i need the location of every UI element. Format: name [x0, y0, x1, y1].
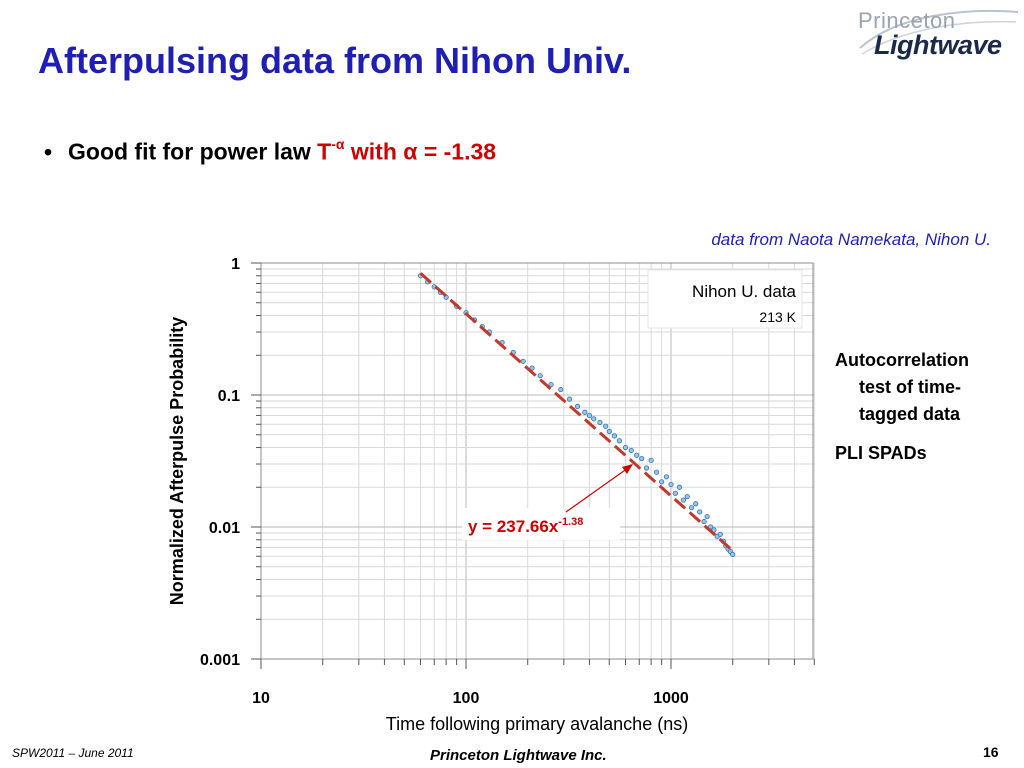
plot-frame — [260, 262, 814, 660]
data-point — [701, 518, 707, 525]
y-tick-label-4: 0.001 — [200, 652, 240, 669]
y-tick-label-1: 1 — [231, 256, 240, 273]
data-point — [643, 465, 650, 471]
legend-line-1: Nihon U. data — [692, 282, 796, 301]
fit-equation-exponent: -1.38 — [558, 516, 583, 528]
data-point — [668, 481, 674, 488]
bullet-icon: • — [44, 138, 53, 165]
y-axis-title: Normalized Afterpulse Probability — [167, 317, 187, 605]
data-point — [684, 493, 690, 500]
logo-swoosh-icon — [859, 9, 1019, 55]
x-axis-title: Time following primary avalanche (ns) — [386, 714, 688, 734]
data-point — [697, 509, 703, 515]
x-tick-label-3: 1000 — [653, 690, 689, 707]
data-point — [634, 452, 640, 458]
footer-company: Princeton Lightwave Inc. — [430, 747, 607, 764]
data-point — [693, 501, 699, 507]
logo-text-top: Princeton — [858, 8, 956, 33]
data-point — [628, 447, 634, 454]
data-point — [582, 409, 588, 415]
data-point — [616, 438, 622, 444]
data-point — [717, 531, 723, 537]
fit-line — [419, 272, 734, 552]
formula-exponent: -α — [331, 136, 345, 152]
data-point — [529, 365, 535, 371]
legend-line-2: 213 K — [759, 309, 796, 325]
data-point — [548, 381, 554, 388]
arrow-head-icon — [622, 464, 633, 474]
data-point — [680, 497, 687, 503]
data-point — [730, 551, 736, 558]
data-point — [603, 423, 609, 429]
data-point — [537, 373, 543, 379]
fit-equation: y = 237.66x-1.38 — [468, 516, 583, 536]
data-point — [586, 412, 593, 419]
data-point — [659, 479, 665, 485]
bullet-text: Good fit for power law — [68, 138, 318, 165]
legend-box: Nihon U. data 213 K — [647, 269, 803, 329]
data-point — [663, 474, 670, 480]
page-number: 16 — [983, 744, 999, 760]
fit-annotation: y = 237.66x-1.38 — [462, 464, 633, 540]
data-point — [676, 484, 683, 490]
data-point — [558, 386, 564, 393]
x-tick-label-1: 10 — [252, 690, 270, 707]
formula-rest: with α = -1.38 — [344, 138, 497, 165]
y-tick-label-2: 0.1 — [218, 388, 240, 405]
data-point — [622, 444, 629, 451]
data-point — [566, 396, 573, 402]
data-point — [648, 457, 654, 463]
bullet-point: • Good fit for power law T-α with α = -1.… — [44, 136, 497, 166]
y-tick-label-3: 0.01 — [209, 520, 240, 537]
data-point — [611, 433, 618, 439]
data-point — [591, 416, 597, 422]
slide-title: Afterpulsing data from Nihon Univ. — [38, 40, 632, 81]
data-point — [597, 419, 603, 426]
data-point — [520, 358, 526, 364]
data-point — [606, 428, 612, 434]
data-point — [704, 513, 710, 520]
side-note-line-2: test of time- — [859, 377, 962, 397]
fit-equation-main: y = 237.66x — [468, 517, 559, 536]
data-point — [688, 505, 695, 511]
side-note-line-1: Autocorrelation — [835, 350, 970, 370]
princeton-lightwave-logo: Princeton Lightwave — [858, 8, 1020, 60]
x-tick-label-2: 100 — [453, 690, 480, 707]
side-note: Autocorrelation test of time- tagged dat… — [835, 347, 969, 467]
data-point — [653, 469, 660, 475]
footer-event: SPW2011 – June 2011 — [12, 746, 134, 760]
side-note-line-4: PLI SPADs — [835, 443, 927, 463]
data-point — [574, 403, 581, 409]
axis-ticks — [251, 262, 815, 669]
annotation-arrow — [565, 467, 629, 513]
data-point — [672, 490, 678, 496]
formula-base: T — [317, 138, 332, 165]
logo-text-bottom: Lightwave — [874, 30, 1002, 60]
side-note-line-3: tagged data — [859, 404, 961, 424]
data-credit: data from Naota Namekata, Nihon U. — [711, 230, 991, 249]
data-point — [639, 455, 645, 462]
